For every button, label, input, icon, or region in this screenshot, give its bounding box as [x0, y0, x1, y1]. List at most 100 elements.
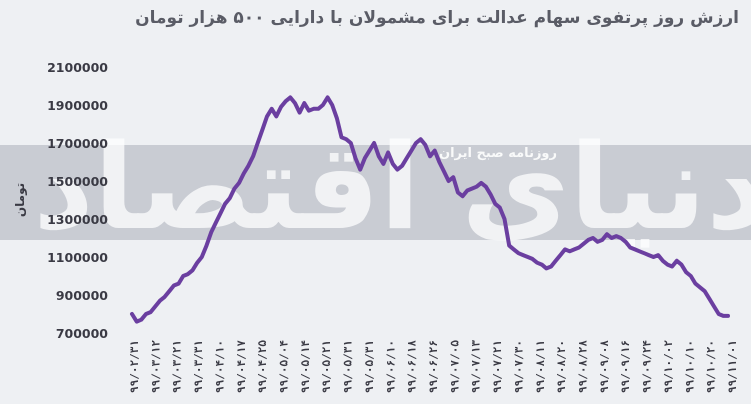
data-point: [605, 233, 609, 236]
data-point: [265, 115, 269, 118]
data-point: [130, 312, 134, 316]
data-point: [149, 310, 152, 314]
data-point: [647, 253, 650, 257]
data-point: [186, 272, 190, 276]
x-tick-label: ۹۹/۰۵/۱۴: [299, 340, 312, 393]
data-point: [549, 265, 553, 268]
data-point: [405, 157, 408, 160]
data-point: [722, 314, 725, 318]
data-point: [359, 168, 362, 171]
data-point: [172, 284, 176, 287]
data-point: [275, 115, 278, 118]
data-point: [382, 162, 385, 166]
y-tick-label: 1300000: [47, 212, 108, 227]
x-tick-label: ۹۹/۱۰/۲۰: [705, 340, 718, 393]
data-point: [535, 261, 539, 264]
data-point: [531, 257, 534, 261]
data-point: [498, 206, 501, 209]
y-axis: 700000 900000 1100000 1300000 1500000 1700000…: [47, 60, 108, 341]
x-tick-label: ۹۹/۰۳/۱۲: [149, 340, 162, 393]
watermark-subtext: روزنامه صبح ایران: [439, 146, 557, 161]
data-point: [540, 263, 543, 266]
data-point: [610, 236, 613, 240]
data-point: [703, 290, 706, 293]
data-point: [331, 103, 334, 107]
data-point: [470, 187, 474, 190]
data-point: [205, 244, 208, 247]
x-tick-label: ۹۹/۰۴/۱۰: [213, 340, 226, 393]
x-tick-label: ۹۹/۰۷/۳۰: [512, 340, 525, 393]
data-point: [410, 149, 413, 152]
data-point: [438, 160, 441, 164]
data-point: [154, 305, 157, 308]
data-point: [177, 282, 180, 285]
x-tick-label: ۹۹/۰۶/۱۰: [384, 340, 397, 393]
data-point: [652, 255, 655, 259]
y-tick-label: 1500000: [47, 174, 108, 189]
data-point: [270, 107, 273, 111]
data-point: [242, 172, 245, 175]
x-tick-label: ۹۹/۰۶/۱۸: [406, 340, 419, 393]
data-point: [289, 96, 292, 99]
data-point: [480, 181, 483, 185]
data-point: [526, 255, 529, 259]
data-point: [391, 162, 394, 166]
x-tick-label: ۹۹/۰۴/۱۷: [235, 340, 248, 393]
data-point: [661, 259, 664, 262]
data-point: [354, 157, 357, 160]
x-tick-label: ۹۹/۰۳/۳۱: [192, 340, 205, 393]
data-point: [284, 100, 287, 103]
data-point: [508, 244, 511, 247]
data-point: [140, 318, 143, 321]
data-point: [680, 263, 683, 266]
data-point: [494, 202, 497, 205]
data-point: [554, 259, 557, 262]
data-point: [433, 149, 436, 152]
data-point: [708, 297, 711, 300]
data-point: [596, 240, 599, 243]
data-point: [615, 234, 618, 238]
x-tick-label: ۹۹/۰۷/۰۵: [448, 340, 461, 393]
data-point: [168, 290, 171, 293]
data-point: [372, 141, 376, 145]
data-point: [182, 274, 185, 278]
y-axis-title: تومان: [13, 183, 28, 217]
data-point: [643, 252, 646, 255]
watermark-text: دنیای اقتصاد: [33, 118, 751, 256]
data-point: [601, 238, 604, 242]
data-point: [517, 252, 520, 255]
data-point: [317, 107, 320, 111]
data-point: [657, 253, 660, 257]
x-tick-label: ۹۹/۰۵/۳۱: [363, 340, 376, 393]
data-point: [633, 248, 637, 251]
x-tick-label: ۹۹/۰۴/۲۵: [256, 340, 269, 393]
data-point: [219, 212, 222, 215]
data-point: [684, 271, 688, 274]
data-point: [456, 191, 460, 194]
data-point: [489, 193, 492, 196]
data-point: [303, 101, 306, 105]
data-point: [210, 231, 213, 234]
data-point: [577, 246, 581, 249]
y-tick-label: 900000: [56, 288, 108, 303]
data-point: [144, 312, 148, 316]
data-point: [386, 151, 390, 154]
data-point: [559, 253, 562, 257]
chart-title: ارزش روز پرتفوی سهام عدالت برای مشمولان …: [135, 8, 739, 28]
y-tick-label: 2100000: [47, 60, 108, 75]
data-point: [452, 176, 455, 179]
data-point: [582, 242, 585, 245]
data-point: [717, 312, 720, 316]
data-point: [587, 238, 590, 242]
data-point: [629, 246, 632, 249]
data-point: [345, 138, 348, 141]
data-point: [726, 314, 730, 318]
data-point: [563, 248, 567, 251]
data-point: [261, 128, 264, 131]
data-point: [298, 111, 301, 114]
data-point: [503, 217, 506, 221]
data-point: [414, 141, 418, 145]
data-point: [368, 149, 371, 152]
x-tick-label: ۹۹/۱۰/۱۰: [683, 340, 696, 393]
data-point: [223, 202, 227, 205]
